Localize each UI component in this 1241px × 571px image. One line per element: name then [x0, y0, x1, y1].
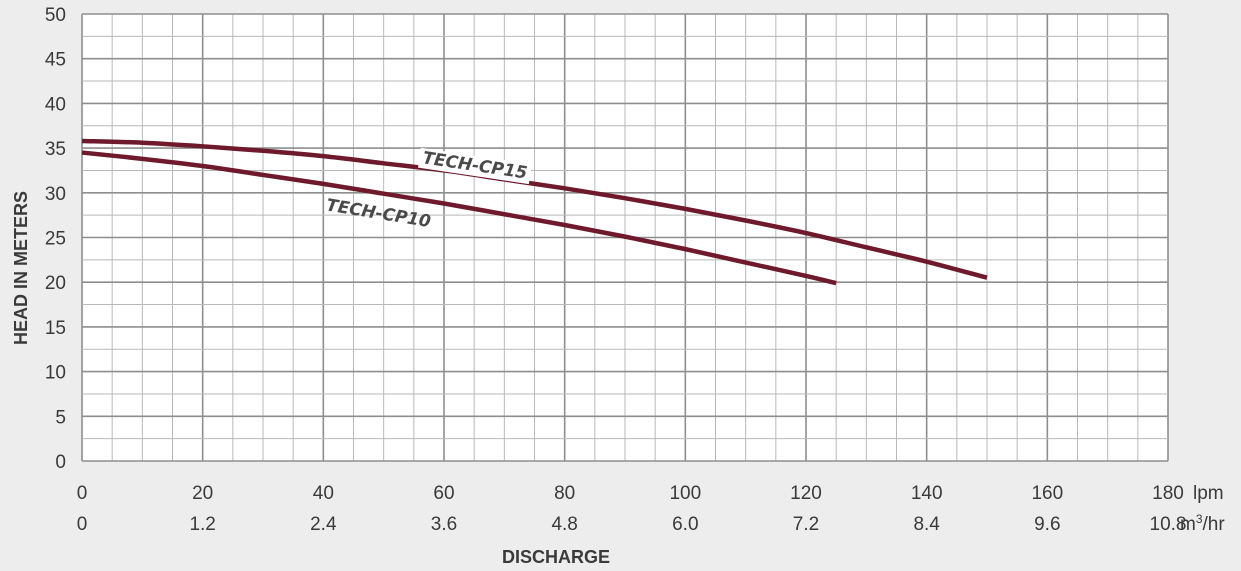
x2-tick-label: 4.8 — [551, 514, 577, 535]
y-tick-label: 40 — [45, 94, 66, 115]
y-tick-label: 5 — [55, 407, 66, 428]
series-line-tech-cp10 — [81, 150, 837, 286]
x2-tick-label: 9.6 — [1034, 514, 1060, 535]
x-tick-label: 0 — [77, 483, 88, 504]
x2-tick-label: 1.2 — [189, 514, 215, 535]
y-tick-label: 35 — [45, 139, 66, 160]
y-tick-label: 25 — [45, 229, 66, 250]
y-axis-title: HEAD IN METERS — [11, 191, 31, 345]
x-tick-labels: 0 20 40 60 80 100 120 140 160 180 — [77, 483, 1184, 504]
x-tick-label: 100 — [669, 483, 701, 504]
x2-tick-label: 6.0 — [672, 514, 698, 535]
series-lines — [81, 138, 988, 286]
series-line-tech-cp15 — [81, 138, 988, 280]
y-tick-label: 0 — [55, 452, 66, 473]
y-tick-label: 30 — [45, 184, 66, 205]
x-tick-label: 20 — [192, 483, 213, 504]
series-label-backdrop — [418, 147, 532, 185]
x2-unit-tail: /hr — [1203, 514, 1226, 535]
x2-tick-label: 2.4 — [310, 514, 337, 535]
x2-tick-label: 10.8 — [1150, 514, 1187, 535]
x2-unit-base: m — [1180, 514, 1196, 535]
x-tick-label: 40 — [313, 483, 334, 504]
y-tick-label: 45 — [45, 50, 66, 71]
y-tick-label: 50 — [45, 5, 66, 26]
y-tick-labels: 0 5 10 15 20 25 30 35 40 45 50 — [45, 5, 66, 473]
x-unit-label: lpm — [1193, 483, 1224, 504]
x-tick-label: 80 — [554, 483, 575, 504]
x-tick-label: 160 — [1031, 483, 1063, 504]
x2-unit-sup: 3 — [1196, 512, 1203, 526]
y-tick-label: 10 — [45, 363, 66, 384]
y-tick-label: 15 — [45, 318, 66, 339]
x2-tick-label: 0 — [77, 514, 88, 535]
x2-tick-label: 3.6 — [431, 514, 457, 535]
x-tick-label: 120 — [790, 483, 822, 504]
x-axis-title: DISCHARGE — [502, 547, 610, 567]
x-tick-label: 180 — [1152, 483, 1184, 504]
x-tick-label: 140 — [911, 483, 943, 504]
x2-tick-label: 8.4 — [913, 514, 940, 535]
y-tick-label: 20 — [45, 273, 66, 294]
x2-tick-labels: 0 1.2 2.4 3.6 4.8 6.0 7.2 8.4 9.6 10.8 — [77, 514, 1187, 535]
x2-unit-label: m3/hr — [1180, 512, 1225, 535]
x2-tick-label: 7.2 — [793, 514, 819, 535]
x-tick-label: 60 — [433, 483, 454, 504]
